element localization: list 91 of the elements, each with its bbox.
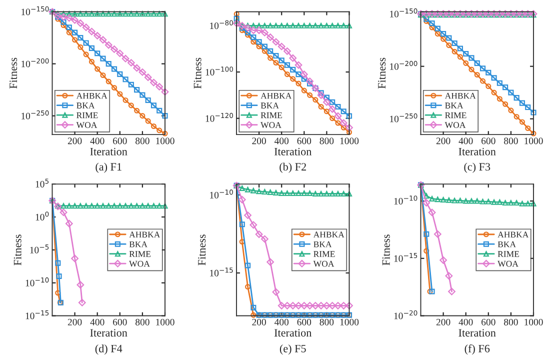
x-tick-label: 200 bbox=[252, 138, 266, 144]
legend-label: WOA bbox=[313, 260, 334, 267]
legend-label: RIME bbox=[498, 251, 520, 257]
x-tick-label: 200 bbox=[436, 138, 450, 144]
x-tick-label: 200 bbox=[68, 138, 82, 144]
y-tick-label: 10$^{−200}$ bbox=[390, 60, 418, 70]
y-tick-label: 10$^{−15}$ bbox=[210, 268, 233, 276]
y-tick-label: 10$^{−120}$ bbox=[206, 112, 233, 122]
x-tick-label: 600 bbox=[297, 318, 312, 326]
legend-label: AHBKA bbox=[313, 232, 344, 238]
x-axis-title: Iteration bbox=[90, 148, 128, 156]
y-axis-title: Fitness bbox=[378, 58, 386, 89]
x-tick-label: 800 bbox=[320, 138, 334, 144]
legend-label: AHBKA bbox=[260, 92, 292, 99]
x-tick-label: 200 bbox=[68, 318, 82, 326]
text: (e) F5 bbox=[280, 344, 306, 355]
x-tick-label: 1000 bbox=[524, 318, 543, 326]
x-tick-label: 1000 bbox=[524, 138, 543, 144]
y-tick-label: 10$^{−250}$ bbox=[22, 110, 49, 120]
x-tick-label: 800 bbox=[504, 318, 518, 326]
x-tick-label: 1000 bbox=[340, 318, 359, 326]
legend-label: AHBKA bbox=[498, 232, 529, 238]
legend-label: AHBKA bbox=[129, 232, 160, 238]
y-axis-title: Fitness bbox=[14, 234, 22, 266]
x-tick-label: 600 bbox=[482, 138, 496, 144]
x-tick-label: 400 bbox=[458, 318, 473, 326]
legend-label: WOA bbox=[498, 260, 518, 267]
legend-label: AHBKA bbox=[76, 92, 108, 99]
text: (b) F2 bbox=[280, 162, 306, 173]
x-tick-label: 800 bbox=[136, 138, 150, 144]
x-axis-title: Iteration bbox=[458, 329, 496, 337]
x-tick-label: 600 bbox=[113, 138, 127, 144]
y-tick-label: 10$^{−100}$ bbox=[206, 66, 233, 76]
x-axis-title: Iteration bbox=[274, 148, 312, 156]
x-tick-label: 400 bbox=[274, 318, 289, 326]
x-tick-label: 200 bbox=[436, 318, 450, 326]
x-tick-label: 200 bbox=[252, 318, 266, 326]
x-tick-label: 1000 bbox=[156, 138, 174, 144]
legend-label: RIME bbox=[260, 112, 282, 118]
legend-label: RIME bbox=[314, 251, 335, 257]
y-tick-label: 10$^{−15}$ bbox=[394, 253, 418, 262]
legend-label: WOA bbox=[260, 122, 282, 128]
x-tick-label: 400 bbox=[90, 318, 104, 326]
x-tick-label: 600 bbox=[482, 318, 496, 326]
legend-label: BKA bbox=[498, 241, 516, 248]
legend-label: AHBKA bbox=[444, 92, 476, 99]
text: (d) F4 bbox=[95, 344, 122, 355]
legend-label: WOA bbox=[76, 122, 98, 128]
x-axis-title: Iteration bbox=[458, 148, 496, 156]
y-tick-label: 10$^{−200}$ bbox=[22, 58, 49, 68]
y-tick-label: 10$^{0}$ bbox=[36, 212, 49, 220]
y-tick-label: 10$^{−150}$ bbox=[390, 8, 418, 18]
y-tick-label: 10$^{−5}$ bbox=[30, 244, 49, 254]
y-axis-title: Fitness bbox=[382, 234, 390, 266]
text: (f) F6 bbox=[464, 344, 490, 355]
y-tick-label: 10$^{−150}$ bbox=[22, 6, 49, 16]
y-tick-label: 10$^{−250}$ bbox=[390, 113, 418, 122]
x-tick-label: 800 bbox=[136, 318, 150, 326]
x-axis-title: Iteration bbox=[90, 329, 128, 337]
legend-label: RIME bbox=[129, 251, 151, 257]
y-axis-title: Fitness bbox=[198, 234, 206, 266]
y-tick-label: 10$^{−10}$ bbox=[394, 196, 418, 204]
x-tick-label: 800 bbox=[320, 318, 334, 326]
y-tick-label: 10$^{−10}$ bbox=[26, 277, 49, 286]
x-axis-title: Iteration bbox=[274, 329, 312, 337]
x-tick-label: 800 bbox=[504, 138, 518, 144]
legend-label: WOA bbox=[129, 260, 150, 267]
legend-label: BKA bbox=[314, 241, 332, 248]
legend-label: RIME bbox=[445, 112, 466, 118]
y-tick-label: 10$^{−20}$ bbox=[394, 310, 418, 320]
legend-label: BKA bbox=[445, 102, 464, 108]
x-tick-label: 600 bbox=[297, 138, 312, 144]
text: (c) F3 bbox=[464, 162, 490, 173]
y-axis-title: Fitness bbox=[10, 58, 18, 89]
legend-label: BKA bbox=[129, 241, 148, 248]
legend-label: BKA bbox=[260, 102, 279, 108]
x-tick-label: 600 bbox=[113, 318, 127, 326]
legend-label: WOA bbox=[444, 122, 466, 128]
x-tick-label: 400 bbox=[274, 138, 289, 144]
y-tick-label: 10$^{−15}$ bbox=[26, 310, 49, 320]
x-tick-label: 400 bbox=[458, 138, 473, 144]
y-tick-label: 10$^{−10}$ bbox=[210, 190, 233, 198]
text: (a) F1 bbox=[96, 162, 122, 173]
x-tick-label: 1000 bbox=[156, 318, 174, 326]
x-tick-label: 1000 bbox=[340, 138, 359, 144]
legend-label: RIME bbox=[76, 112, 98, 118]
x-tick-label: 400 bbox=[90, 138, 104, 144]
legend-label: BKA bbox=[76, 102, 95, 108]
y-tick-label: 10$^{−80}$ bbox=[210, 20, 233, 30]
y-axis-title: Fitness bbox=[194, 58, 202, 89]
y-tick-label: 10$^{5}$ bbox=[36, 178, 49, 188]
